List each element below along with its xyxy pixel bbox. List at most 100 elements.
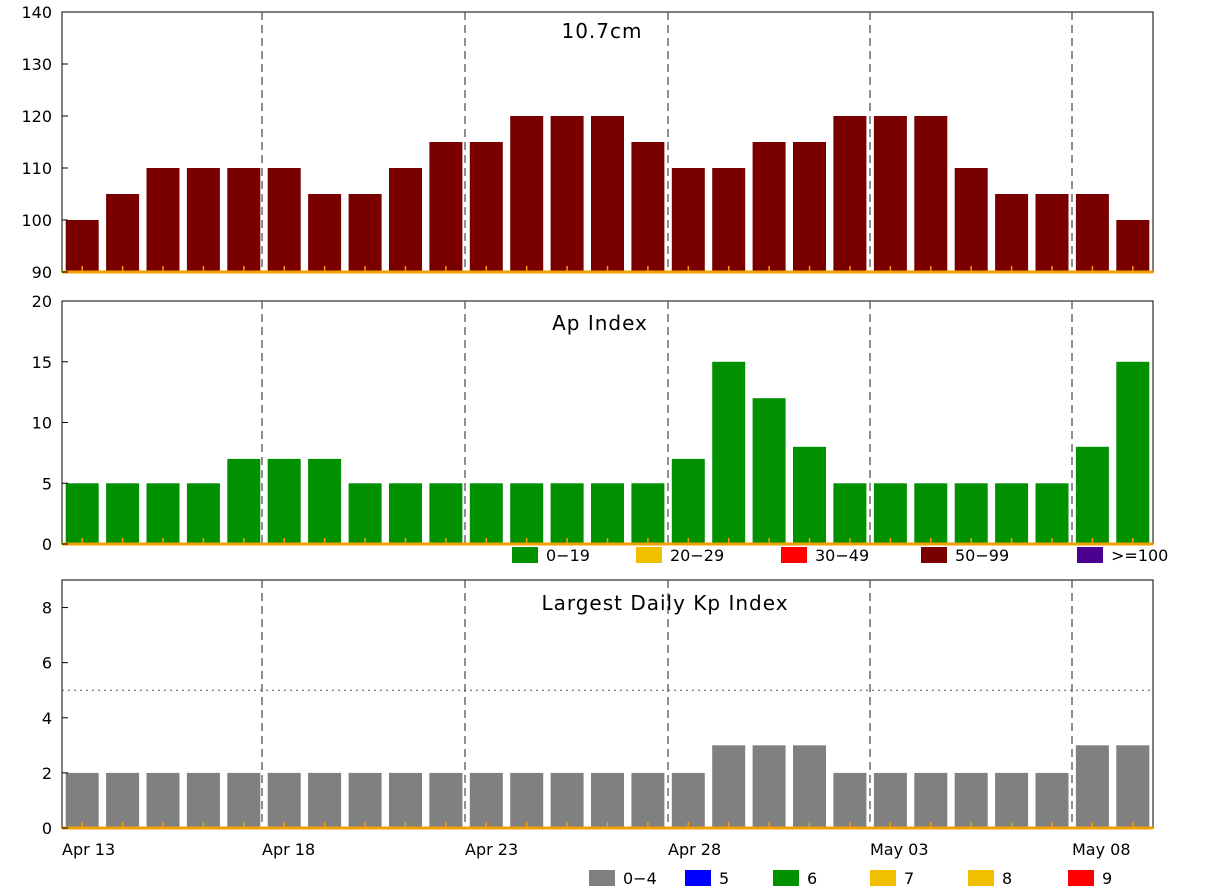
- bar: [267, 168, 301, 272]
- bar: [469, 142, 503, 272]
- bar: [671, 772, 705, 828]
- bar: [793, 142, 826, 272]
- legend-label: >=100: [1111, 546, 1168, 565]
- legend-swatch: [773, 870, 799, 886]
- panel-2: 0 5 10 15 20 Ap Index: [32, 292, 1154, 554]
- x-tick-label: May 03: [870, 840, 929, 859]
- bar: [469, 483, 503, 545]
- legend-label: 30−49: [815, 546, 869, 565]
- legend-label: 0−19: [546, 546, 590, 565]
- bar: [389, 483, 422, 545]
- legend-label: 9: [1102, 869, 1112, 888]
- bar: [186, 483, 220, 545]
- bar: [106, 483, 140, 545]
- bar: [914, 772, 948, 828]
- bar: [389, 772, 422, 828]
- bar: [348, 194, 382, 272]
- legend-label: 20−29: [670, 546, 724, 565]
- bar: [995, 483, 1029, 545]
- bar: [308, 772, 342, 828]
- bar: [348, 483, 382, 545]
- bar: [65, 220, 99, 272]
- x-tick-label: Apr 18: [262, 840, 315, 859]
- legend-swatch: [1077, 547, 1103, 563]
- bar: [591, 483, 624, 545]
- bar: [591, 116, 624, 272]
- bar: [429, 483, 463, 545]
- bar: [833, 483, 867, 545]
- bar: [1075, 194, 1109, 272]
- bar: [712, 361, 746, 545]
- y-tick-label: 0: [42, 819, 52, 838]
- legend-swatch: [512, 547, 538, 563]
- bar: [914, 483, 948, 545]
- bar: [267, 772, 301, 828]
- y-tick-label: 0: [42, 535, 52, 554]
- bar: [631, 483, 665, 545]
- bar: [550, 772, 584, 828]
- legend-swatch: [685, 870, 711, 886]
- y-tick-label: 6: [42, 654, 52, 673]
- y-tick-label: 20: [32, 292, 52, 311]
- bar: [1116, 745, 1150, 828]
- legend-swatch: [589, 870, 615, 886]
- x-tick-label: Apr 28: [668, 840, 721, 859]
- legend-label: 5: [719, 869, 729, 888]
- legend-swatch: [870, 870, 896, 886]
- legend-label: 7: [904, 869, 914, 888]
- bar: [752, 398, 786, 544]
- y-tick-label: 4: [42, 709, 52, 728]
- legend-label: 50−99: [955, 546, 1009, 565]
- bar: [267, 458, 301, 544]
- bar: [591, 772, 624, 828]
- legend-label: 8: [1002, 869, 1012, 888]
- bar: [833, 116, 867, 272]
- bar: [348, 772, 382, 828]
- bar: [631, 772, 665, 828]
- y-tick-label: 2: [42, 764, 52, 783]
- panel-1: 90 100 110 120 130 140 10.7cm: [21, 3, 1154, 282]
- bar: [146, 483, 180, 545]
- bar: [550, 483, 584, 545]
- bar: [429, 772, 463, 828]
- y-tick-label: 15: [32, 353, 52, 372]
- bar: [1075, 446, 1109, 544]
- bar: [873, 116, 907, 272]
- legend-swatch: [636, 547, 662, 563]
- bar: [227, 458, 261, 544]
- bar: [1035, 194, 1069, 272]
- y-tick-label: 110: [21, 159, 52, 178]
- bar: [914, 116, 948, 272]
- bar: [227, 772, 261, 828]
- bar: [106, 772, 140, 828]
- y-tick-label: 130: [21, 55, 52, 74]
- bar: [186, 168, 220, 272]
- panel-title: 10.7cm: [561, 19, 642, 43]
- bar: [389, 168, 422, 272]
- bar: [712, 168, 746, 272]
- y-tick-label: 90: [32, 263, 52, 282]
- bar: [510, 116, 544, 272]
- bar: [752, 142, 786, 272]
- bar: [550, 116, 584, 272]
- bar: [469, 772, 503, 828]
- bar: [954, 168, 988, 272]
- legend-swatch: [781, 547, 807, 563]
- bar: [671, 458, 705, 544]
- bar: [146, 168, 180, 272]
- bar: [510, 772, 544, 828]
- x-tick-label: Apr 23: [465, 840, 518, 859]
- bar: [308, 194, 342, 272]
- bar: [752, 745, 786, 828]
- y-tick-label: 140: [21, 3, 52, 22]
- bar: [793, 446, 826, 544]
- bar: [712, 745, 746, 828]
- bar: [1075, 745, 1109, 828]
- bar: [873, 483, 907, 545]
- y-tick-label: 5: [42, 474, 52, 493]
- y-tick-label: 120: [21, 107, 52, 126]
- legend-label: 6: [807, 869, 817, 888]
- bar: [954, 483, 988, 545]
- bar: [671, 168, 705, 272]
- bar: [1116, 361, 1150, 545]
